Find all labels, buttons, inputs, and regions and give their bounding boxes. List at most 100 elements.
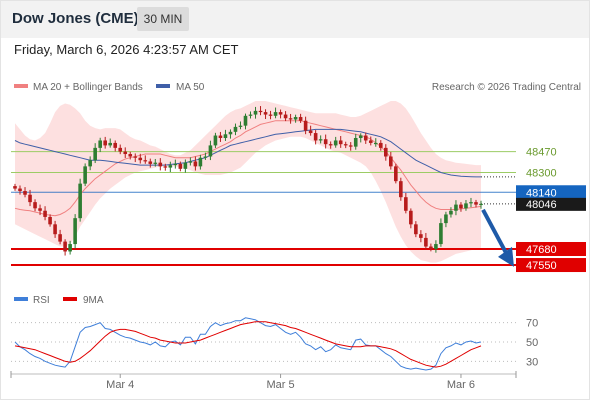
last-price-box bbox=[516, 197, 586, 211]
pivot-label: 48140 bbox=[526, 187, 557, 199]
rsi-tick-label: 50 bbox=[526, 337, 538, 349]
candle-body bbox=[43, 210, 47, 217]
candle-body bbox=[248, 114, 253, 116]
candle-body bbox=[338, 140, 343, 145]
legend-label-rsi: RSI bbox=[33, 295, 50, 306]
candle-body bbox=[18, 188, 22, 192]
candle-body bbox=[233, 126, 238, 132]
interval-button[interactable]: 30 MIN bbox=[137, 7, 189, 31]
candle-body bbox=[63, 241, 67, 252]
candle-body bbox=[363, 135, 368, 141]
rsi-tick-label: 70 bbox=[526, 318, 538, 330]
candle-body bbox=[303, 120, 308, 131]
candle-body bbox=[113, 142, 118, 148]
candle-body bbox=[404, 197, 408, 211]
candle-body bbox=[449, 210, 453, 215]
candle-body bbox=[243, 115, 248, 126]
candlesticks bbox=[13, 106, 483, 256]
candle-body bbox=[133, 156, 138, 158]
x-tick-label: Mar 4 bbox=[106, 379, 134, 391]
support-label-box bbox=[516, 258, 586, 273]
candle-body bbox=[218, 135, 223, 138]
candle-body bbox=[253, 110, 258, 115]
chart-timestamp: Friday, March 6, 2026 4:23:57 AM CET bbox=[14, 42, 239, 57]
candle-body bbox=[288, 118, 293, 120]
candle-body bbox=[223, 134, 228, 138]
candle-body bbox=[414, 224, 418, 235]
candle-body bbox=[83, 166, 87, 184]
candle-body bbox=[103, 140, 107, 146]
candle-body bbox=[348, 145, 353, 147]
candle-body bbox=[399, 181, 403, 198]
instrument-title: Dow Jones (CME) bbox=[12, 10, 139, 27]
legend-swatch-ma50 bbox=[156, 84, 170, 88]
candle-body bbox=[198, 157, 203, 167]
candle-body bbox=[283, 114, 288, 119]
legend-label-ma50: MA 50 bbox=[176, 82, 205, 93]
forecast-arrow-head bbox=[498, 246, 514, 267]
candle-body bbox=[459, 204, 463, 209]
candle-body bbox=[23, 191, 27, 195]
candle-body bbox=[173, 163, 178, 166]
candle-body bbox=[193, 161, 198, 167]
candle-body bbox=[263, 112, 268, 115]
candle-body bbox=[454, 204, 458, 211]
support-label: 47680 bbox=[526, 244, 557, 256]
rsi-line bbox=[14, 317, 482, 371]
candle-body bbox=[183, 162, 188, 169]
legend-swatch-ma20 bbox=[14, 84, 28, 88]
candle-body bbox=[333, 140, 338, 146]
candle-body bbox=[323, 139, 328, 145]
candle-body bbox=[424, 237, 428, 247]
candle-body bbox=[268, 114, 273, 116]
bollinger-band bbox=[15, 101, 481, 263]
candle-body bbox=[38, 208, 42, 211]
x-axis: Mar 4 Mar 5 Mar 6 bbox=[10, 371, 517, 391]
candle-body bbox=[394, 166, 398, 182]
candle-body bbox=[118, 147, 123, 152]
candle-body bbox=[434, 244, 438, 249]
candle-body bbox=[474, 202, 478, 205]
candle-body bbox=[108, 142, 113, 146]
last-price-label: 48046 bbox=[526, 199, 557, 211]
legend-swatch-rsi bbox=[14, 297, 28, 301]
candle-body bbox=[353, 138, 358, 147]
candle-body bbox=[464, 203, 468, 209]
forecast-arrow-shaft bbox=[481, 208, 508, 254]
candle-body bbox=[273, 112, 278, 116]
forecast-arrow bbox=[481, 208, 514, 267]
candle-body bbox=[28, 194, 32, 203]
candle-body bbox=[93, 147, 97, 161]
x-tick-label: Mar 6 bbox=[447, 379, 475, 391]
chart-header: Dow Jones (CME) 30 MIN bbox=[1, 1, 589, 38]
source-credit: Research © 2026 Trading Central bbox=[432, 82, 581, 93]
candle-body bbox=[444, 214, 448, 224]
rsi-tick-label: 30 bbox=[526, 356, 538, 368]
candle-body bbox=[148, 161, 153, 164]
candle-body bbox=[429, 246, 433, 249]
candle-body bbox=[208, 145, 213, 157]
candle-body bbox=[128, 154, 133, 157]
ma20-line bbox=[14, 120, 482, 217]
candle-body bbox=[409, 210, 413, 225]
candle-body bbox=[98, 140, 102, 148]
candle-body bbox=[33, 202, 37, 209]
pivot-label-box bbox=[516, 185, 586, 200]
legend-swatch-9ma bbox=[63, 297, 77, 301]
candle-body bbox=[153, 162, 158, 164]
candle-body bbox=[293, 117, 298, 120]
resistance-label: 48300 bbox=[526, 168, 557, 180]
candle-body bbox=[228, 131, 233, 135]
rsi-9ma-line bbox=[14, 321, 482, 368]
support-label: 47550 bbox=[526, 260, 557, 272]
candle-body bbox=[238, 125, 243, 127]
candle-body bbox=[203, 156, 208, 158]
candle-body bbox=[123, 151, 128, 155]
candle-body bbox=[48, 216, 52, 225]
candle-body bbox=[439, 223, 443, 245]
candle-body bbox=[68, 244, 72, 252]
resistance-label: 48470 bbox=[526, 147, 557, 159]
candle-body bbox=[213, 135, 218, 146]
candle-body bbox=[358, 135, 363, 138]
